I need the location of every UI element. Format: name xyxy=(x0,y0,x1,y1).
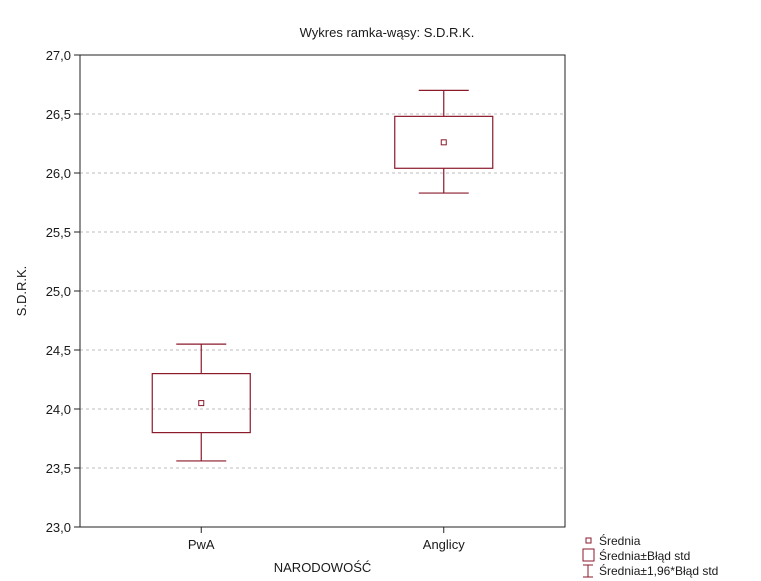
se-box xyxy=(152,374,250,433)
box-group xyxy=(395,90,493,193)
legend-mean-symbol xyxy=(586,538,591,543)
legend-box-symbol xyxy=(583,549,594,561)
x-axis: PwA Anglicy xyxy=(188,527,465,552)
y-tick-label: 25,0 xyxy=(46,284,71,299)
y-tick-label: 26,5 xyxy=(46,107,71,122)
chart-title: Wykres ramka-wąsy: S.D.R.K. xyxy=(300,25,475,40)
y-tick-label: 24,5 xyxy=(46,343,71,358)
y-tick-label: 24,0 xyxy=(46,402,71,417)
box-group xyxy=(152,344,250,461)
x-tick-label: PwA xyxy=(188,537,215,552)
y-tick-label: 23,5 xyxy=(46,461,71,476)
legend-label: Średnia±Błąd std xyxy=(599,548,690,563)
y-axis-title: S.D.R.K. xyxy=(14,266,29,317)
x-tick-label: Anglicy xyxy=(423,537,465,552)
boxes xyxy=(152,90,493,461)
legend-label: Średnia±1,96*Błąd std xyxy=(599,563,718,578)
y-axis: 23,0 23,5 24,0 24,5 25,0 25,5 26,0 26,5 27,0 xyxy=(46,48,80,535)
x-axis-title: NARODOWOŚĆ xyxy=(274,560,372,575)
se-box xyxy=(395,116,493,168)
y-tick-label: 27,0 xyxy=(46,48,71,63)
y-tick-label: 25,5 xyxy=(46,225,71,240)
mean-marker xyxy=(199,401,204,406)
mean-marker xyxy=(441,140,446,145)
legend-label: Średnia xyxy=(599,533,641,548)
legend-item: Średnia±1,96*Błąd std xyxy=(583,563,718,578)
legend-item: Średnia xyxy=(586,533,641,548)
y-tick-label: 26,0 xyxy=(46,166,71,181)
y-tick-label: 23,0 xyxy=(46,520,71,535)
legend-item: Średnia±Błąd std xyxy=(583,548,690,563)
